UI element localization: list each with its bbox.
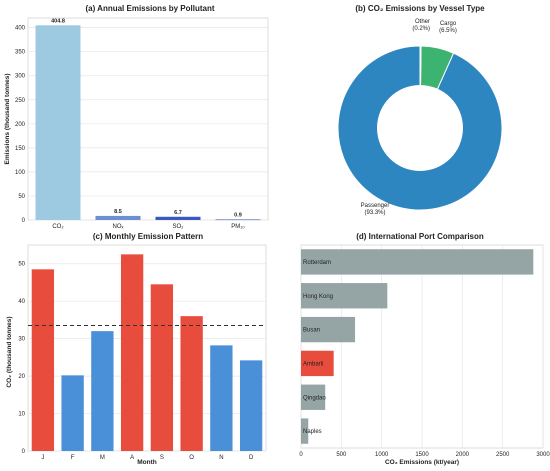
bar-O: [180, 316, 203, 451]
x-axis-label-c: Month: [137, 459, 157, 466]
slice-pct-cargo: (6.5%): [439, 28, 457, 34]
bar-F: [61, 375, 84, 451]
y-tick-label: 40: [18, 299, 25, 305]
bar-M: [91, 331, 114, 451]
chart-title-b: (b) CO₂ Emissions by Vessel Type: [355, 4, 485, 13]
x-tick-label: 1000: [375, 452, 389, 458]
value-label: 6.7: [174, 210, 182, 216]
bar-S: [150, 284, 174, 451]
value-label: 0.9: [234, 213, 242, 219]
port-label: Qingdao: [303, 395, 326, 401]
slice-label-cargo: Cargo: [440, 21, 457, 27]
bar-1: [95, 215, 141, 220]
bar-naples: [301, 418, 309, 444]
x-ticks-d: 0 500 1000 1500 2000 2500 3000: [299, 452, 550, 458]
x-tick-label: 3000: [536, 452, 550, 458]
x-tick-label: CO₂: [52, 224, 64, 230]
bar-0: [35, 25, 81, 221]
donut-hole: [377, 85, 463, 171]
x-tick-label: 0: [299, 452, 303, 458]
bars-a: [35, 25, 261, 221]
port-label: Hong Kong: [303, 294, 333, 300]
y-axis-label-a: Emissions (thousand tonnes): [4, 73, 11, 164]
x-axis-label-d: CO₂ Emissions (kt/year): [385, 459, 459, 466]
y-tick-label: 250: [15, 98, 26, 104]
y-tick-label: 30: [18, 337, 25, 343]
panel-pollutant-emissions: (a) Annual Emissions by Pollutant 0 50 100…: [4, 4, 269, 230]
bar-N: [210, 345, 233, 451]
value-labels-a: 404.8 8.5 6.7 0.9: [51, 18, 242, 218]
y-tick-label: 50: [18, 262, 25, 268]
gridlines-d: [300, 245, 544, 448]
x-tick-label: M: [100, 455, 105, 461]
x-tick-label: 500: [336, 452, 347, 458]
y-tick-label: 150: [15, 146, 26, 152]
y-ticks-c: 0 10 20 30 40 50: [18, 262, 25, 455]
x-tick-label: 2500: [496, 452, 510, 458]
slice-pct-other: (0.2%): [412, 26, 430, 32]
bar-D: [239, 360, 263, 451]
y-tick-label: 350: [15, 50, 26, 56]
panel-port-comparison: (d) International Port Comparison Rotter…: [299, 232, 550, 466]
x-ticks-a: CO₂ NOₓ SO₂ PM₁₀: [52, 224, 245, 230]
port-label: Ambarli: [303, 361, 323, 367]
port-label: Busan: [303, 328, 320, 334]
panel-vessel-type-donut: (b) CO₂ Emissions by Vessel Type Passeng…: [337, 4, 503, 216]
bar-A: [120, 254, 144, 451]
value-label: 8.5: [114, 209, 122, 215]
bar-J: [31, 269, 55, 451]
chart-title-a: (a) Annual Emissions by Pollutant: [85, 4, 214, 13]
y-tick-label: 20: [18, 374, 25, 380]
x-tick-label: PM₁₀: [231, 224, 245, 230]
bars-c: [31, 254, 263, 451]
y-tick-label: 200: [15, 122, 26, 128]
chart-title-d: (d) International Port Comparison: [356, 232, 484, 241]
y-tick-label: 100: [15, 170, 26, 176]
bar-qingdao: [301, 384, 326, 410]
y-tick-label: 400: [15, 26, 26, 32]
x-tick-label: N: [219, 455, 223, 461]
y-ticks-a: 0 50 100 150 200 250 300 350 400: [15, 26, 26, 224]
port-labels-d: Rotterdam Hong Kong Busan Ambarli Qingdao Nap…: [303, 260, 333, 435]
slice-pct-passenger: (93.3%): [364, 210, 385, 216]
x-tick-label: SO₂: [173, 224, 185, 230]
y-axis-label-c: CO₂ (thousand tonnes): [6, 316, 13, 387]
bars-d: [301, 249, 534, 444]
y-tick-label: 10: [18, 412, 25, 418]
port-label: Rotterdam: [303, 260, 331, 266]
slice-label-passenger: Passenger: [361, 203, 390, 209]
chart-title-c: (c) Monthly Emission Pattern: [93, 232, 203, 241]
x-tick-label: F: [71, 455, 75, 461]
x-tick-label: S: [160, 455, 164, 461]
y-tick-label: 0: [22, 218, 26, 224]
bar-busan: [301, 316, 356, 343]
bar-hong-kong: [301, 283, 388, 309]
x-tick-label: 2000: [456, 452, 470, 458]
bar-2: [155, 216, 201, 220]
y-tick-label: 0: [22, 449, 26, 455]
x-tick-label: O: [189, 455, 194, 461]
x-tick-label: A: [130, 455, 134, 461]
x-tick-label: J: [41, 455, 44, 461]
bar-ambarli: [301, 350, 334, 377]
bar-3: [215, 219, 261, 221]
x-tick-label: D: [249, 455, 254, 461]
slice-label-other: Other: [415, 19, 430, 25]
y-tick-label: 300: [15, 74, 26, 80]
x-tick-label: NOₓ: [113, 224, 124, 230]
y-tick-label: 50: [18, 194, 25, 200]
port-label: Naples: [303, 429, 322, 435]
value-label: 404.8: [51, 18, 65, 24]
x-tick-label: 1500: [415, 452, 429, 458]
bar-rotterdam: [301, 249, 534, 275]
panel-monthly-pattern: (c) Monthly Emission Pattern 0 10 20 30 40 50…: [6, 232, 267, 466]
